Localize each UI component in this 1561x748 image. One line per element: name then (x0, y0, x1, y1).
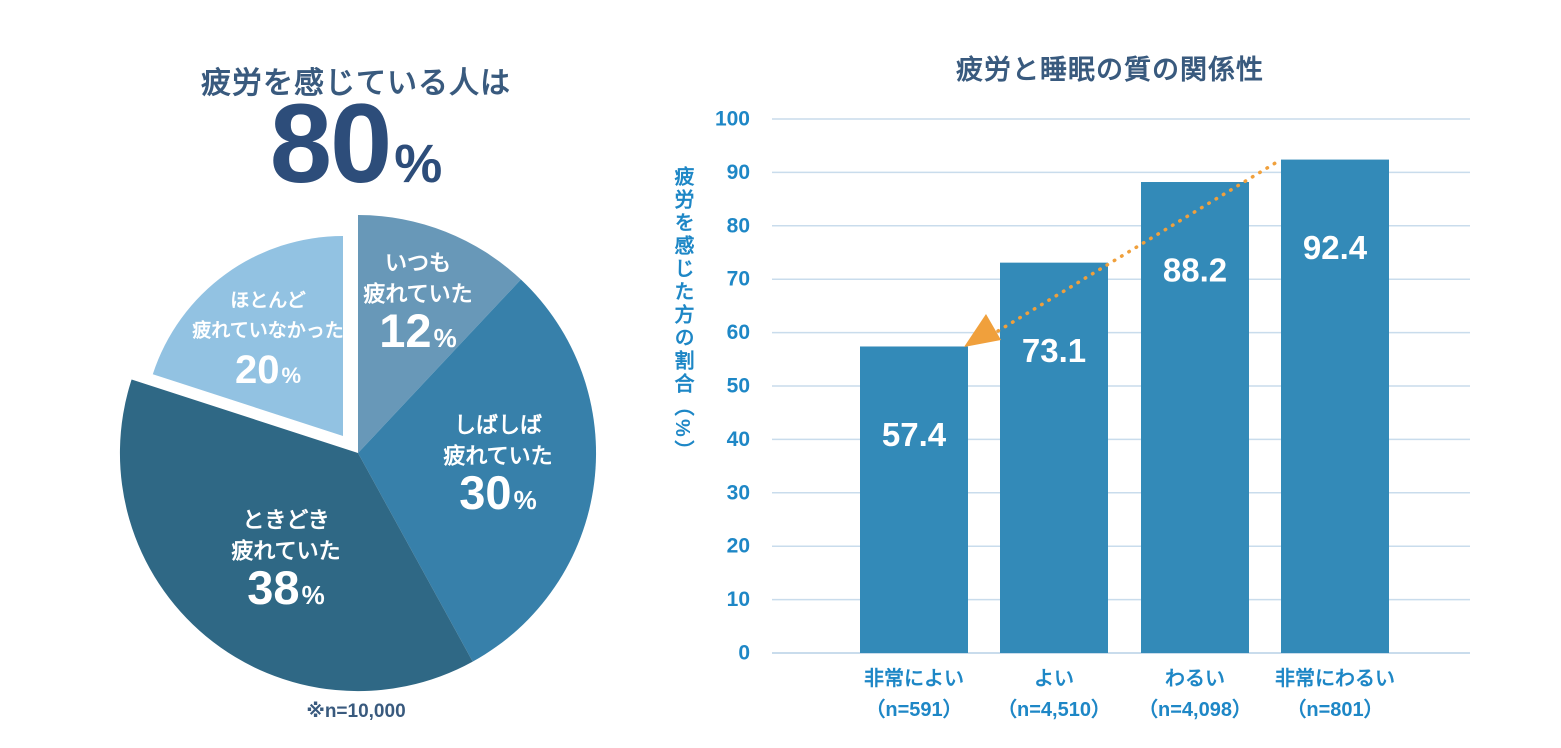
x-label-よい: よい (1034, 668, 1074, 690)
pie-slice-value: 38% (247, 561, 324, 614)
x-sublabel-非常によい: （n=591） (865, 698, 962, 721)
pie-slice-label: ほとんど (230, 290, 305, 312)
pie-slice-label: しばしば (454, 413, 542, 438)
y-tick-0: 0 (738, 642, 750, 665)
pie-slice-label: 疲れていた (443, 444, 552, 469)
y-tick-90: 90 (727, 161, 750, 184)
headline-percentage: 80% (100, 88, 612, 200)
bar-わるい (1141, 182, 1249, 653)
bar-value-非常にわるい: 92.4 (1303, 229, 1368, 266)
bar-非常にわるい (1281, 159, 1389, 654)
pie-slice-value: 12% (379, 304, 456, 357)
pie-slice-label: 疲れていた (231, 539, 340, 564)
pie-slice-label: 疲れていなかった (192, 319, 343, 342)
y-axis-title: 疲労を感じた方の割合（%） (671, 166, 693, 463)
y-tick-70: 70 (727, 268, 750, 291)
pie-title: 疲労を感じている人は (201, 67, 511, 100)
pie-slice-ほとんど疲れていなかった (152, 236, 343, 436)
y-tick-80: 80 (727, 214, 750, 237)
bar-value-非常によい: 57.4 (882, 416, 947, 453)
trend-arrowhead-icon (964, 314, 1001, 347)
pie-slice-label: ときどき (242, 508, 329, 533)
y-tick-50: 50 (727, 375, 750, 398)
y-tick-20: 20 (727, 535, 750, 558)
y-tick-30: 30 (727, 481, 750, 504)
x-label-わるい: わるい (1165, 667, 1225, 690)
pie-slice-label: 疲れていた (363, 282, 472, 307)
headline-unit: % (394, 134, 443, 194)
bar-よい (1000, 262, 1108, 653)
bar-value-わるい: 88.2 (1163, 252, 1227, 289)
x-label-非常にわるい: 非常にわるい (1275, 667, 1395, 690)
pie-slice-value: 20% (235, 348, 301, 392)
bar-chart-title: 疲労と睡眠の質の関係性 (956, 55, 1264, 85)
y-tick-40: 40 (727, 428, 750, 451)
headline-value: 80 (269, 81, 393, 206)
x-sublabel-わるい: （n=4,098） (1138, 698, 1252, 721)
pie-slice-ときどき疲れていた (119, 379, 473, 692)
y-tick-60: 60 (727, 321, 750, 344)
y-tick-100: 100 (715, 108, 750, 131)
pie-chart: いつも疲れていた12%しばしば疲れていた30%ときどき疲れていた38%ほとんど疲… (119, 215, 597, 692)
sample-size-note: ※n=10,000 (306, 701, 406, 722)
x-sublabel-非常にわるい: （n=801） (1286, 698, 1383, 721)
pie-slice-しばしば疲れていた (358, 279, 597, 662)
x-sublabel-よい: （n=4,510） (997, 698, 1111, 721)
pie-slice-label: いつも (385, 251, 451, 276)
x-label-非常によい: 非常によい (864, 667, 964, 690)
bar-chart: 0 10 20 30 40 50 60 70 80 90 100 57.4 非常によい （n=591） 73… (715, 108, 1470, 721)
bar-value-よい: 73.1 (1022, 332, 1086, 369)
y-tick-10: 10 (727, 588, 750, 611)
bar-非常によい (860, 346, 968, 653)
pie-slice-value: 30% (459, 466, 536, 519)
pie-slice-いつも疲れていた (358, 215, 521, 453)
